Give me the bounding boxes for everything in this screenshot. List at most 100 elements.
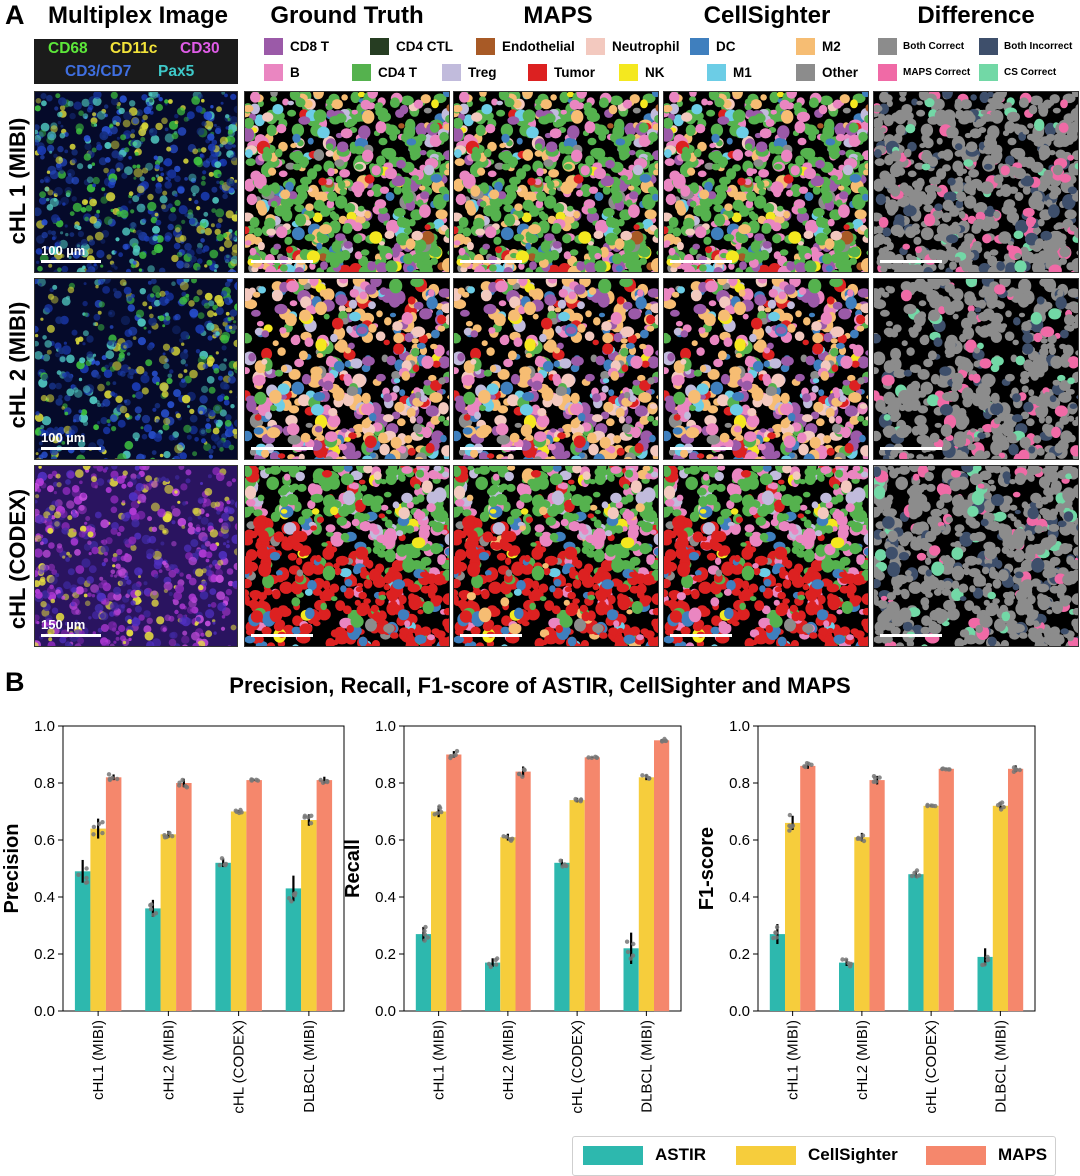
legend-astir: ASTIR [583, 1145, 706, 1165]
legend-swatch [979, 38, 998, 55]
replicate-point [108, 778, 112, 782]
bar-cellsighter [785, 823, 800, 1011]
y-tick-label: 0.6 [34, 832, 55, 849]
x-tick-label: cHL2 (MIBI) [160, 1020, 177, 1100]
legend-swatch [528, 64, 547, 81]
x-tick-label: DLBCL (MIBI) [301, 1020, 318, 1113]
row-label-chl2: cHL 2 (MIBI) [5, 270, 31, 460]
marker-pax5: Pax5 [158, 63, 194, 81]
legend-astir-swatch [583, 1146, 643, 1165]
bar-cellsighter [570, 800, 585, 1011]
scale-bar [880, 447, 942, 450]
replicate-point [996, 803, 1000, 807]
replicate-point [791, 824, 795, 828]
legend-cellsighter: CellSighter [736, 1145, 898, 1165]
replicate-point [802, 764, 806, 768]
legend-swatch [796, 38, 815, 55]
legend-label: CD8 T [290, 39, 329, 54]
bar-astir [286, 888, 302, 1011]
scale-label: 100 µm [41, 430, 85, 445]
replicate-point [325, 779, 329, 783]
bar-astir [75, 871, 91, 1011]
replicate-point [999, 807, 1003, 811]
scale-bar [460, 634, 522, 637]
bar-maps [516, 772, 531, 1011]
replicate-point [183, 784, 187, 788]
bar-maps [176, 783, 192, 1011]
replicate-point [423, 925, 427, 929]
ground-truth-map-row-2 [244, 278, 450, 460]
legend-swatch [690, 38, 709, 55]
bar-cellsighter [500, 837, 515, 1011]
bar-astir [908, 874, 923, 1011]
replicate-point [980, 963, 984, 967]
legend-cell-type-endothelial: Endothelial [476, 38, 575, 55]
replicate-point [664, 739, 668, 743]
maps-map-row-1 [453, 91, 659, 273]
replicate-point [573, 797, 577, 801]
bar-maps [1008, 769, 1023, 1011]
replicate-point [631, 942, 635, 946]
scale-bar [460, 447, 522, 450]
replicate-point [520, 775, 524, 779]
replicate-point [773, 930, 777, 934]
replicate-point [218, 863, 222, 867]
replicate-point [877, 775, 881, 779]
bar-astir [839, 963, 854, 1011]
legend-label: DC [716, 39, 736, 54]
maps-map-row-3 [453, 465, 659, 647]
y-tick-label: 1.0 [375, 718, 396, 735]
y-tick-label: 1.0 [34, 718, 55, 735]
difference-map-row-1 [873, 91, 1079, 273]
y-tick-label: 0.2 [729, 946, 750, 963]
legend-swatch [878, 38, 897, 55]
row-label-chl-codex: cHL (CODEX) [5, 464, 31, 654]
replicate-point [84, 866, 88, 870]
replicate-point [775, 925, 779, 929]
legend-label: MAPS Correct [903, 67, 970, 78]
replicate-point [455, 749, 459, 753]
legend-label: NK [645, 65, 665, 80]
replicate-point [321, 781, 325, 785]
y-tick-label: 0.8 [729, 775, 750, 792]
bar-astir [145, 908, 161, 1011]
scale-bar [41, 634, 101, 637]
legend-maps-label: MAPS [998, 1145, 1047, 1165]
bar-cellsighter [231, 812, 247, 1012]
legend-label: CD4 CTL [396, 39, 453, 54]
replicate-point [595, 756, 599, 760]
legend-cell-type-m2: M2 [796, 38, 841, 55]
x-tick-label: cHL2 (MIBI) [500, 1020, 517, 1100]
panel-b-title: Precision, Recall, F1-score of ASTIR, Ce… [0, 673, 1080, 699]
bar-astir [416, 934, 431, 1011]
replicate-point [302, 815, 306, 819]
y-tick-label: 0.6 [729, 832, 750, 849]
replicate-point [234, 809, 238, 813]
replicate-point [309, 821, 313, 825]
panel-a-letter: A [5, 0, 25, 31]
replicate-point [422, 938, 426, 942]
ground-truth-map-row-3 [244, 465, 450, 647]
legend-swatch [796, 64, 815, 81]
replicate-point [915, 868, 919, 872]
legend-difference-maps-correct: MAPS Correct [878, 64, 970, 81]
y-tick-label: 0.4 [34, 889, 55, 906]
marker-cd68: CD68 [48, 40, 88, 58]
replicate-point [115, 777, 119, 781]
replicate-point [874, 780, 878, 784]
legend-cell-type-dc: DC [690, 38, 736, 55]
replicate-point [625, 940, 629, 944]
replicate-point [504, 835, 508, 839]
bar-cellsighter [854, 837, 869, 1011]
legend-difference-cs-correct: CS Correct [979, 64, 1056, 81]
ground-truth-map-row-1 [244, 91, 450, 273]
scale-bar [251, 634, 313, 637]
replicate-point [84, 876, 88, 880]
legend-swatch [352, 64, 371, 81]
replicate-point [586, 755, 590, 759]
legend-cell-type-neutrophil: Neutrophil [586, 38, 680, 55]
marker-legend: CD68 CD11c CD30 CD3/CD7 Pax5 [34, 39, 238, 84]
replicate-point [100, 831, 104, 835]
replicate-point [626, 950, 630, 954]
